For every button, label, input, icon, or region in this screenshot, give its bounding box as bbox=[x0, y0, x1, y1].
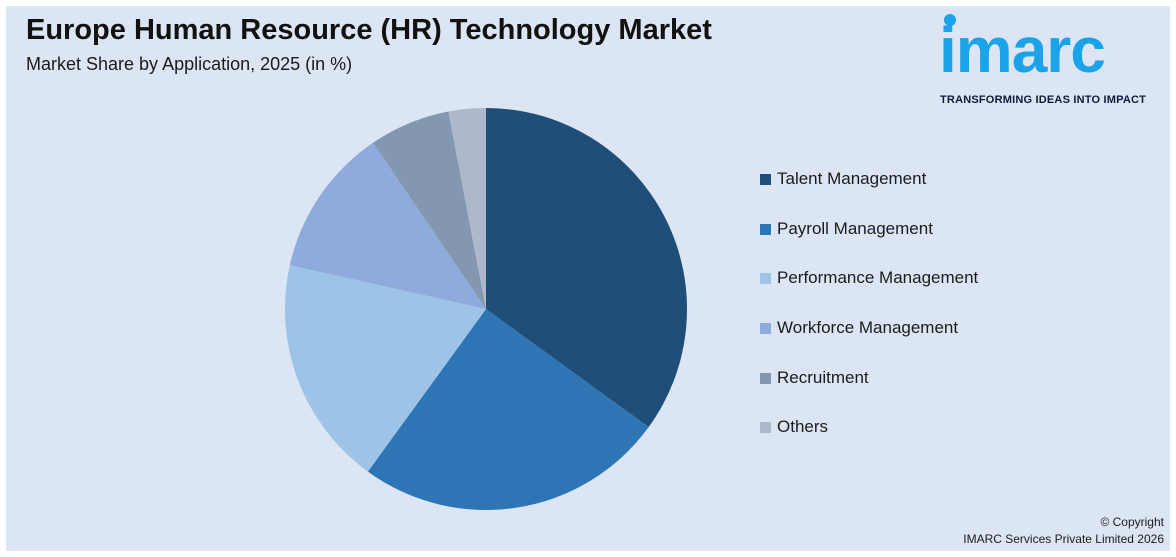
pie-slice-payroll-management bbox=[367, 309, 649, 511]
legend-swatch bbox=[760, 223, 771, 235]
copyright-line-2: IMARC Services Private Limited 2026 bbox=[963, 532, 1164, 546]
logo-dot-icon bbox=[944, 14, 956, 26]
pie-slice-others bbox=[448, 108, 486, 309]
chart-subtitle: Market Share by Application, 2025 (in %) bbox=[26, 54, 353, 74]
legend-item: Workforce Management bbox=[760, 317, 978, 367]
legend-label: Performance Management bbox=[777, 268, 979, 288]
legend-item: Recruitment bbox=[760, 367, 978, 417]
pie-slice-recruitment bbox=[373, 111, 486, 309]
chart-title: Europe Human Resource (HR) Technology Ma… bbox=[26, 14, 712, 46]
legend-swatch bbox=[760, 174, 771, 185]
legend-label: Payroll Management bbox=[777, 218, 933, 238]
copyright-notice: © Copyright IMARC Services Private Limit… bbox=[963, 514, 1164, 548]
legend-label: Recruitment bbox=[777, 367, 869, 387]
legend-item: Talent Management bbox=[760, 168, 978, 218]
legend-swatch bbox=[760, 372, 771, 384]
legend-item: Performance Management bbox=[760, 267, 978, 317]
legend-label: Workforce Management bbox=[777, 318, 959, 338]
imarc-logo: imarc TRANSFORMING IDEAS INTO IMPACT bbox=[937, 6, 1165, 106]
chart-legend: Talent Management Payroll Management Perfo… bbox=[760, 168, 978, 466]
pie-slice-performance-management bbox=[284, 265, 486, 472]
legend-swatch bbox=[760, 273, 771, 285]
legend-swatch bbox=[760, 422, 771, 434]
pie-slice-talent-management bbox=[486, 108, 688, 428]
legend-item: Payroll Management bbox=[760, 218, 978, 268]
pie-slice-workforce-management bbox=[289, 142, 486, 309]
logo-tagline: TRANSFORMING IDEAS INTO IMPACT bbox=[940, 94, 1147, 106]
logo-wordmark: imarc bbox=[939, 14, 1106, 86]
legend-label: Others bbox=[777, 417, 829, 437]
legend-swatch bbox=[760, 323, 771, 335]
legend-item: Others bbox=[760, 416, 978, 466]
copyright-line-1: © Copyright bbox=[1100, 515, 1164, 529]
legend-label: Talent Management bbox=[777, 169, 927, 188]
